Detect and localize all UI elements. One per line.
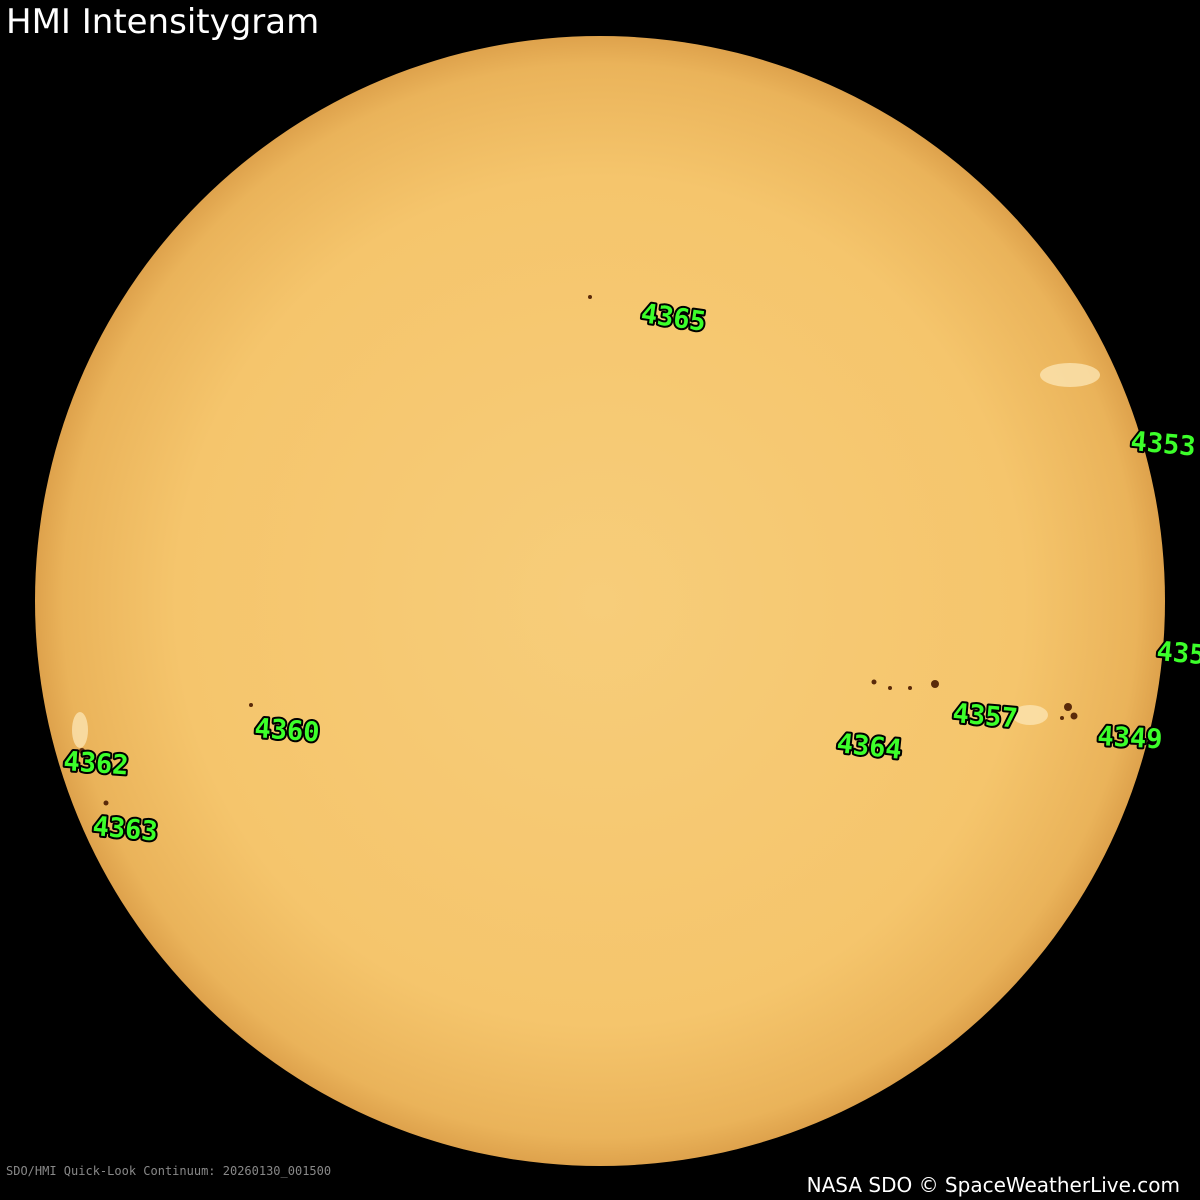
sunspot <box>931 680 939 688</box>
region-label: 4353 <box>1129 426 1196 463</box>
sunspot <box>1060 716 1064 720</box>
region-label: 4363 <box>91 811 158 848</box>
sunspots <box>79 295 1078 806</box>
region-label: 435 <box>1155 636 1200 671</box>
caption: SDO/HMI Quick-Look Continuum: 20260130_0… <box>6 1164 331 1178</box>
faculae <box>72 363 1100 748</box>
sunspot <box>1064 703 1072 711</box>
region-label: 4357 <box>951 698 1018 735</box>
sunspot <box>588 295 592 299</box>
sunspot <box>249 703 253 707</box>
region-label: 4349 <box>1097 721 1164 755</box>
region-label: 4360 <box>254 713 321 748</box>
title: HMI Intensitygram <box>6 2 319 42</box>
sunspot <box>888 686 892 690</box>
facula <box>1040 363 1100 387</box>
sunspot <box>79 748 85 754</box>
sunspot <box>871 679 877 685</box>
sunspot <box>1070 712 1078 720</box>
region-label: 4362 <box>63 746 130 781</box>
sunspot <box>908 686 912 690</box>
facula <box>72 712 88 748</box>
facula <box>1012 705 1048 725</box>
credit: NASA SDO © SpaceWeatherLive.com <box>807 1173 1180 1197</box>
sunspot <box>103 800 109 806</box>
sun-disk <box>35 36 1165 1166</box>
